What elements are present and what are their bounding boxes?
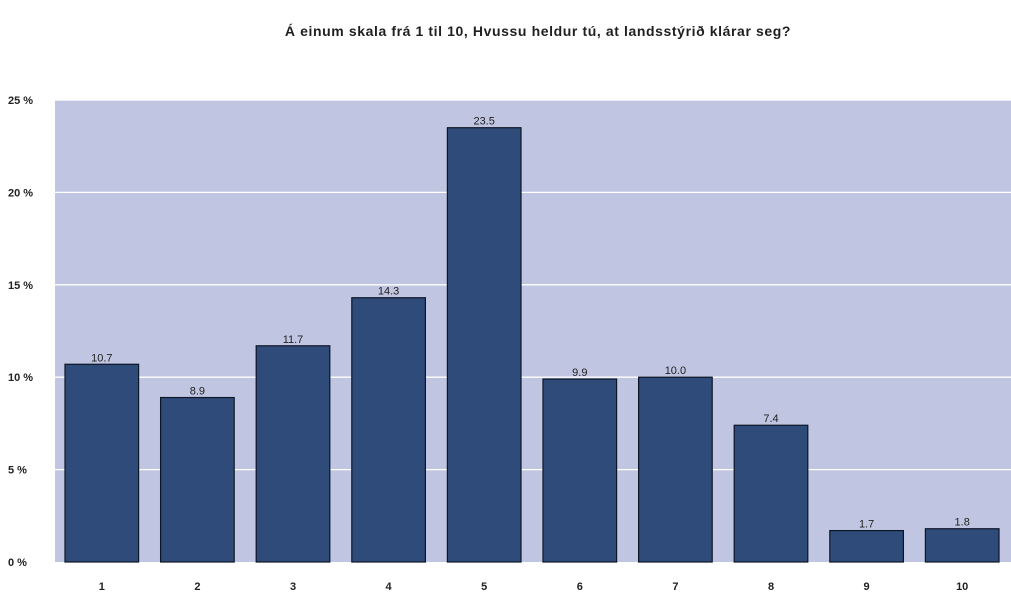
chart-title: Á einum skala frá 1 til 10, Hvussu heldu…: [285, 23, 791, 39]
x-tick-label: 4: [386, 581, 393, 593]
data-label: 10.0: [665, 365, 686, 377]
bar: [159, 396, 235, 563]
x-tick-label: 8: [768, 581, 774, 593]
bar: [351, 297, 427, 563]
data-labels: 10.7 8.9 11.7 14.3 23.5 9.9 10.0 7.4 1.7 1.8: [91, 116, 970, 531]
bar: [255, 345, 331, 563]
x-tick-label: 2: [194, 581, 200, 593]
y-tick-label: 25 %: [8, 95, 33, 107]
bar: [637, 376, 713, 563]
data-label: 1.7: [859, 519, 874, 531]
x-tick-label: 10: [956, 581, 968, 593]
y-tick-label: 10 %: [8, 372, 33, 384]
y-tick-label: 20 %: [8, 187, 33, 199]
bars: [64, 127, 1000, 563]
y-tick-label: 15 %: [8, 280, 33, 292]
y-tick-label: 0 %: [8, 557, 27, 569]
data-label: 9.9: [572, 367, 587, 379]
bar: [924, 528, 1000, 563]
data-label: 8.9: [190, 386, 205, 398]
data-label: 14.3: [378, 286, 399, 298]
x-axis: 1 2 3 4 5 6 7 8 9 10: [99, 581, 969, 593]
bar: [829, 529, 905, 563]
x-tick-label: 5: [481, 581, 487, 593]
data-label: 11.7: [283, 334, 304, 346]
x-tick-label: 3: [290, 581, 296, 593]
x-tick-label: 9: [864, 581, 870, 593]
data-label: 10.7: [91, 352, 112, 364]
x-tick-label: 1: [99, 581, 105, 593]
bar: [542, 378, 618, 563]
x-tick-label: 7: [672, 581, 678, 593]
data-label: 1.8: [955, 517, 970, 529]
bar: [733, 424, 809, 563]
data-label: 23.5: [473, 116, 494, 128]
data-label: 7.4: [763, 413, 778, 425]
y-tick-label: 5 %: [8, 465, 27, 477]
bar: [446, 127, 522, 563]
x-tick-label: 6: [577, 581, 583, 593]
y-axis: 0 % 5 % 10 % 15 % 20 % 25 %: [8, 95, 33, 569]
bar: [64, 363, 140, 563]
